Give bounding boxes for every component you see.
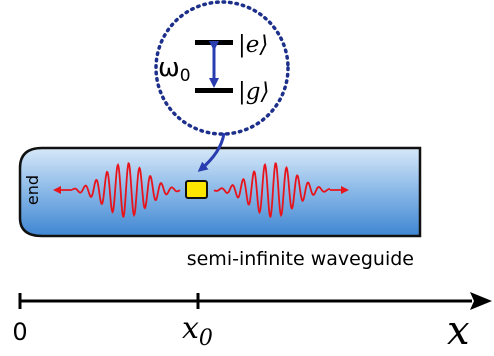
- ground-state-label: |g⟩: [238, 79, 269, 105]
- waveguide-caption: semi-infinite waveguide: [187, 248, 414, 270]
- origin-label: 0: [12, 318, 27, 346]
- position-subscript: 0: [199, 326, 213, 351]
- right-wave-packet: [213, 162, 331, 218]
- axis-arrowhead: [470, 292, 492, 310]
- atom-level-bubble: [154, 0, 290, 136]
- end-label: end: [23, 175, 42, 205]
- axis-label: x: [447, 308, 470, 354]
- frequency-symbol: ω: [158, 53, 180, 83]
- frequency-label: ω0: [158, 53, 191, 86]
- ground-level-bar: [195, 88, 233, 93]
- bubble-connector-arrow: [197, 132, 226, 172]
- left-wave-packet: [71, 162, 181, 218]
- waveguide: [18, 146, 422, 238]
- position-symbol: x: [182, 311, 199, 346]
- atom: [185, 180, 208, 199]
- position-label: x0: [182, 311, 213, 351]
- excited-state-label: |e⟩: [238, 32, 268, 58]
- frequency-subscript: 0: [180, 66, 191, 86]
- excited-level-bar: [195, 40, 233, 45]
